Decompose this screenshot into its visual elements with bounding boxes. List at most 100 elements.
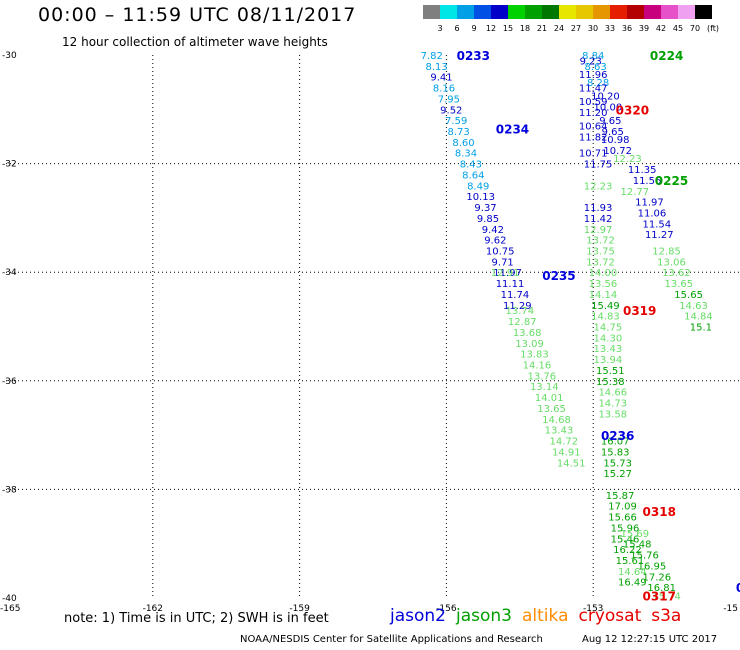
wave-height-point: 14.00 bbox=[589, 268, 618, 279]
wave-height-point: 11.27 bbox=[645, 230, 674, 241]
color-scale-label: 45 bbox=[672, 24, 684, 33]
color-swatch bbox=[542, 5, 559, 19]
color-scale-label: 36 bbox=[621, 24, 633, 33]
note-text: note: 1) Time is in UTC; 2) SWH is in fe… bbox=[64, 611, 329, 626]
wave-height-point: 11.06 bbox=[638, 208, 667, 219]
wave-height-point: 15.46 bbox=[611, 534, 640, 545]
wave-height-point: 15.65 bbox=[674, 290, 703, 301]
wave-height-point: 14.91 bbox=[552, 447, 581, 458]
wave-height-point: 9.37 bbox=[474, 203, 496, 214]
wave-height-point: 11.93 bbox=[584, 203, 613, 214]
wave-height-point: 11.97 bbox=[635, 198, 664, 209]
pass-time-label: 0236 bbox=[601, 429, 634, 443]
color-swatch bbox=[627, 5, 644, 19]
wave-height-point: 12.85 bbox=[652, 246, 681, 257]
color-scale-label: 3 bbox=[437, 24, 443, 33]
wave-height-point: 9.71 bbox=[492, 257, 514, 268]
wave-height-point: 10.64 bbox=[579, 122, 608, 133]
color-swatch bbox=[610, 5, 627, 19]
color-scale-label: 6 bbox=[454, 24, 460, 33]
wave-height-point: 14.72 bbox=[550, 437, 579, 448]
wave-height-point: 15.69 bbox=[620, 529, 649, 540]
wave-height-point: 11.97 bbox=[493, 268, 522, 279]
wave-height-point: 7.95 bbox=[438, 94, 460, 105]
wave-height-point: 8.43 bbox=[460, 160, 482, 171]
wave-height-point: 17.26 bbox=[642, 572, 671, 583]
wave-height-point: 11.29 bbox=[503, 301, 532, 312]
wave-height-point: 8.28 bbox=[587, 78, 609, 89]
x-tick-label: -159 bbox=[289, 604, 310, 614]
wave-height-point: 13.14 bbox=[530, 382, 559, 393]
wave-height-point: 7.59 bbox=[445, 116, 467, 127]
pass-time-label: 0224 bbox=[650, 49, 683, 63]
pass-time-label: 0233 bbox=[457, 49, 490, 63]
color-scale-label: 42 bbox=[655, 24, 667, 33]
color-scale-label: 39 bbox=[638, 24, 650, 33]
wave-height-point: 11.75 bbox=[584, 160, 613, 171]
wave-height-point: 14.75 bbox=[594, 323, 623, 334]
color-swatch bbox=[678, 5, 695, 19]
wave-height-point: 14.84 bbox=[684, 312, 713, 323]
wave-height-point: 16.22 bbox=[613, 545, 642, 556]
wave-height-point: 8.64 bbox=[462, 170, 484, 181]
wave-height-point: 7.82 bbox=[421, 51, 443, 62]
y-tick-label: -36 bbox=[2, 377, 17, 387]
wave-height-point: 9.23 bbox=[580, 56, 602, 67]
wave-height-point: 13.72 bbox=[586, 236, 615, 247]
wave-height-point: 9.65 bbox=[602, 127, 624, 138]
color-scale-label: 18 bbox=[519, 24, 531, 33]
wave-height-point: 13.65 bbox=[665, 279, 694, 290]
pass-time-label: 0235 bbox=[542, 269, 575, 283]
wave-height-point: 16.95 bbox=[638, 561, 667, 572]
wave-height-point: 13.75 bbox=[586, 246, 615, 257]
wave-height-point: 15.1 bbox=[690, 323, 712, 334]
x-tick-label: -156 bbox=[436, 604, 457, 614]
legend-item-altika: altika bbox=[522, 606, 569, 626]
wave-height-point: 14.68 bbox=[542, 415, 571, 426]
color-swatch bbox=[525, 5, 542, 19]
wave-height-point: 11.96 bbox=[579, 70, 608, 81]
wave-height-point: 14.64 bbox=[618, 567, 647, 578]
pass-time-label: 0234 bbox=[496, 122, 529, 136]
wave-height-point: 13.06 bbox=[657, 257, 686, 268]
y-tick-label: -30 bbox=[2, 51, 17, 61]
color-scale-label: 27 bbox=[570, 24, 582, 33]
color-swatch bbox=[644, 5, 661, 19]
color-swatch bbox=[508, 5, 525, 19]
y-tick-label: -40 bbox=[2, 594, 17, 604]
wave-height-point: 17.09 bbox=[608, 502, 637, 513]
wave-height-point: 14.63 bbox=[679, 301, 708, 312]
pass-time-label: 0319 bbox=[623, 304, 656, 318]
wave-height-point: 13.65 bbox=[537, 404, 566, 415]
x-tick-label: -15 bbox=[723, 604, 738, 614]
wave-height-point: 11.42 bbox=[584, 214, 613, 225]
wave-height-point: 16.49 bbox=[618, 578, 647, 589]
wave-height-point: 8.49 bbox=[467, 181, 489, 192]
wave-height-point: 9.65 bbox=[599, 116, 621, 127]
wave-height-point: 14.14 bbox=[589, 290, 618, 301]
wave-height-point: 13.94 bbox=[594, 355, 623, 366]
color-swatch bbox=[576, 5, 593, 19]
wave-height-point: 12.23 bbox=[613, 154, 642, 165]
wave-height-point: 14.16 bbox=[523, 361, 552, 372]
wave-height-point: 12.77 bbox=[620, 187, 649, 198]
generated-timestamp: Aug 12 12:27:15 UTC 2017 bbox=[582, 634, 718, 645]
wave-height-point: 11.11 bbox=[496, 279, 525, 290]
wave-height-point: 14.83 bbox=[591, 312, 620, 323]
wave-height-point: 11.47 bbox=[579, 84, 608, 95]
color-swatch bbox=[593, 5, 610, 19]
y-tick-label: -38 bbox=[2, 485, 17, 495]
wave-height-point: 8.60 bbox=[452, 138, 474, 149]
wave-height-point: 9.41 bbox=[430, 73, 452, 84]
wave-height-point: 9.62 bbox=[484, 236, 506, 247]
wave-height-point: 13.72 bbox=[586, 257, 615, 268]
wave-height-point: 13.56 bbox=[589, 279, 618, 290]
legend-item-cryosat: cryosat bbox=[578, 606, 642, 626]
wave-height-point: 11.74 bbox=[501, 290, 530, 301]
x-tick-label: -162 bbox=[143, 604, 163, 614]
color-scale-label: 30 bbox=[587, 24, 599, 33]
wave-height-point: 13.76 bbox=[527, 371, 556, 382]
wave-height-point: 10.13 bbox=[466, 192, 495, 203]
color-swatch bbox=[695, 5, 712, 19]
